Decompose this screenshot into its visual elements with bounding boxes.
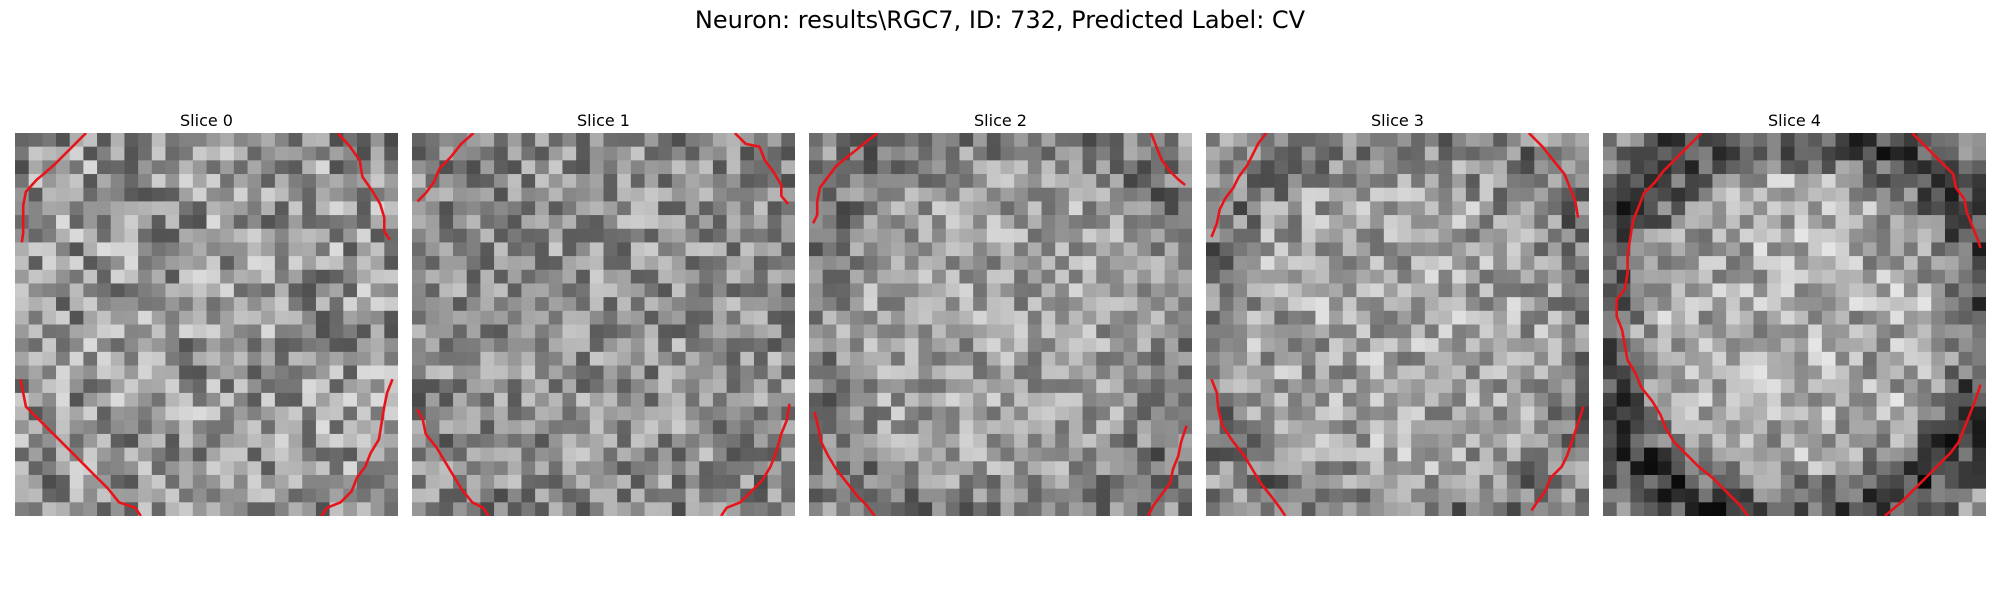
slice-image-2 — [809, 133, 1192, 516]
slice-panel-2: Slice 2 — [809, 109, 1192, 516]
pixel-grid — [1206, 133, 1589, 516]
pixel-grid — [1603, 133, 1986, 516]
slice-panel-4: Slice 4 — [1603, 109, 1986, 516]
slice-panel-3: Slice 3 — [1206, 109, 1589, 516]
slice-title: Slice 4 — [1603, 109, 1986, 133]
figure-title: Neuron: results\RGC7, ID: 732, Predicted… — [0, 6, 2000, 34]
slice-image-4 — [1603, 133, 1986, 516]
slice-image-3 — [1206, 133, 1589, 516]
slice-image-1 — [412, 133, 795, 516]
slice-title: Slice 0 — [15, 109, 398, 133]
slice-title: Slice 2 — [809, 109, 1192, 133]
slice-title: Slice 3 — [1206, 109, 1589, 133]
pixel-grid — [809, 133, 1192, 516]
pixel-grid — [15, 133, 398, 516]
slice-title: Slice 1 — [412, 109, 795, 133]
slice-panel-0: Slice 0 — [15, 109, 398, 516]
slice-image-0 — [15, 133, 398, 516]
pixel-grid — [412, 133, 795, 516]
slice-panel-1: Slice 1 — [412, 109, 795, 516]
